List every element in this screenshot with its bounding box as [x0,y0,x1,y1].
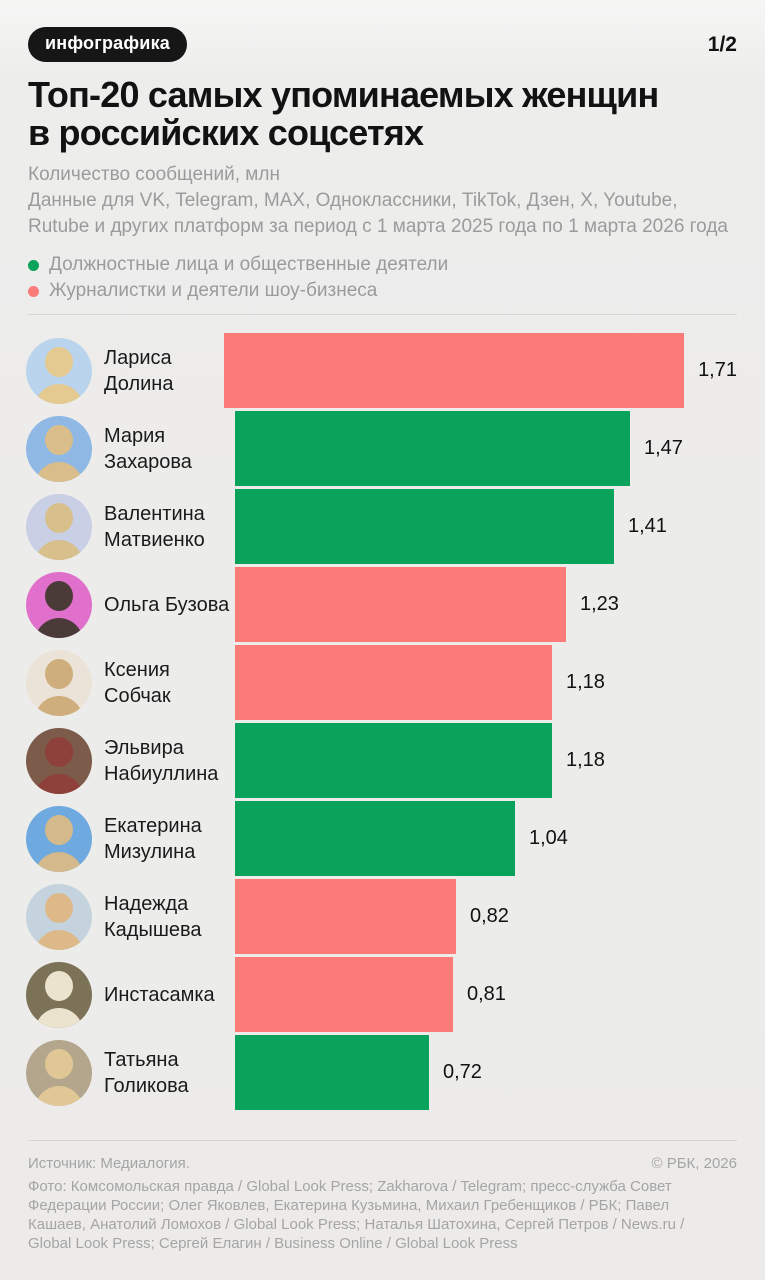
bar-zone: 1,04 [235,801,737,876]
bar-zone: 1,23 [235,567,737,642]
bar-value: 0,82 [470,905,509,927]
bar-value: 1,47 [644,437,683,459]
person-name: Ксения Собчак [104,658,171,707]
person-name: Надежда Кадышева [104,892,202,941]
bar-zone: 1,18 [235,723,737,798]
bar-zone: 0,72 [235,1035,737,1110]
page-title-line2: в российских соцсетях [28,112,424,153]
subtitle: Количество сообщений, млн Данные для VK,… [28,162,734,240]
subtitle-unit: Количество сообщений, млн [28,164,280,185]
bar [235,567,566,642]
bar-row: Эльвира Набиуллина 1,18 [26,723,737,798]
bar [235,879,456,954]
bar-zone: 0,82 [235,879,737,954]
bar [224,333,685,408]
bar-zone: 1,18 [235,645,737,720]
bar-zone: 1,47 [235,411,737,486]
person-name: Татьяна Голикова [104,1048,189,1097]
bar-value: 0,81 [467,983,506,1005]
person-name: Эльвира Набиуллина [104,736,219,785]
person-name: Екатерина Мизулина [104,814,202,863]
bar [235,1035,429,1110]
bar-row: Ольга Бузова 1,23 [26,567,737,642]
legend: Должностные лица и общественные деятели … [28,252,737,304]
bar-row: Татьяна Голикова 0,72 [26,1035,737,1110]
header: инфографика 1/2 [28,0,737,62]
bar-row: Надежда Кадышева 0,82 [26,879,737,954]
bar-row: Екатерина Мизулина 1,04 [26,801,737,876]
showbiz-dot-icon [28,285,39,297]
bar-zone: 1,71 [224,333,737,408]
top-divider [28,314,737,315]
bar-rows: Лариса Долина 1,71 Мария Захарова 1,47 В… [26,333,737,1110]
bar-zone: 0,81 [235,957,737,1032]
legend-item-showbiz: Журналистки и деятели шоу-бизнеса [28,278,737,304]
photo-credits: Фото: Комсомольская правда / Global Look… [28,1178,685,1252]
bar [235,723,552,798]
source-row: Источник: Медиалогия. © РБК, 2026 [28,1154,737,1173]
footer-divider [28,1140,737,1141]
avatar [26,1039,92,1106]
avatar [26,571,92,638]
avatar [26,337,92,404]
page-title: Топ-20 самых упоминаемых женщин в россий… [28,76,737,152]
copyright-label: © РБК, 2026 [651,1155,737,1172]
bar-row: Инстасамка 0,81 [26,957,737,1032]
bar-row: Мария Захарова 1,47 [26,411,737,486]
bar-value: 1,41 [628,515,667,537]
avatar [26,883,92,950]
person-name: Валентина Матвиенко [104,502,205,551]
bar-value: 1,18 [566,749,605,771]
source-label: Источник: Медиалогия. [28,1155,190,1172]
page-title-line1: Топ-20 самых упоминаемых женщин [28,74,659,115]
bar-row: Ксения Собчак 1,18 [26,645,737,720]
legend-item-officials: Должностные лица и общественные деятели [28,252,737,278]
person-name: Ольга Бузова [104,593,230,616]
avatar [26,493,92,560]
bar-zone: 1,41 [235,489,737,564]
person-name: Мария Захарова [104,424,192,473]
person-name: Инстасамка [104,983,215,1006]
bar-value: 1,18 [566,671,605,693]
bar [235,489,614,564]
avatar [26,415,92,482]
legend-label-officials: Должностные лица и общественные деятели [49,254,449,275]
footer: Источник: Медиалогия. © РБК, 2026 Фото: … [28,1141,737,1253]
bar-value: 1,71 [698,359,737,381]
page-indicator: 1/2 [707,32,737,56]
bar-row: Валентина Матвиенко 1,41 [26,489,737,564]
subtitle-scope: Данные для VK, Telegram, MAX, Одноклассн… [28,190,728,237]
bar [235,645,552,720]
person-name: Лариса Долина [104,346,174,395]
avatar [26,649,92,716]
avatar [26,805,92,872]
infographic-badge: инфографика [28,27,187,62]
bar [235,801,515,876]
bar [235,411,630,486]
avatar [26,961,92,1028]
bar-value: 0,72 [443,1061,482,1083]
legend-label-showbiz: Журналистки и деятели шоу-бизнеса [49,280,378,301]
bar [235,957,453,1032]
avatar [26,727,92,794]
bar-value: 1,04 [529,827,568,849]
officials-dot-icon [28,259,39,271]
bar-value: 1,23 [580,593,619,615]
bar-row: Лариса Долина 1,71 [26,333,737,408]
